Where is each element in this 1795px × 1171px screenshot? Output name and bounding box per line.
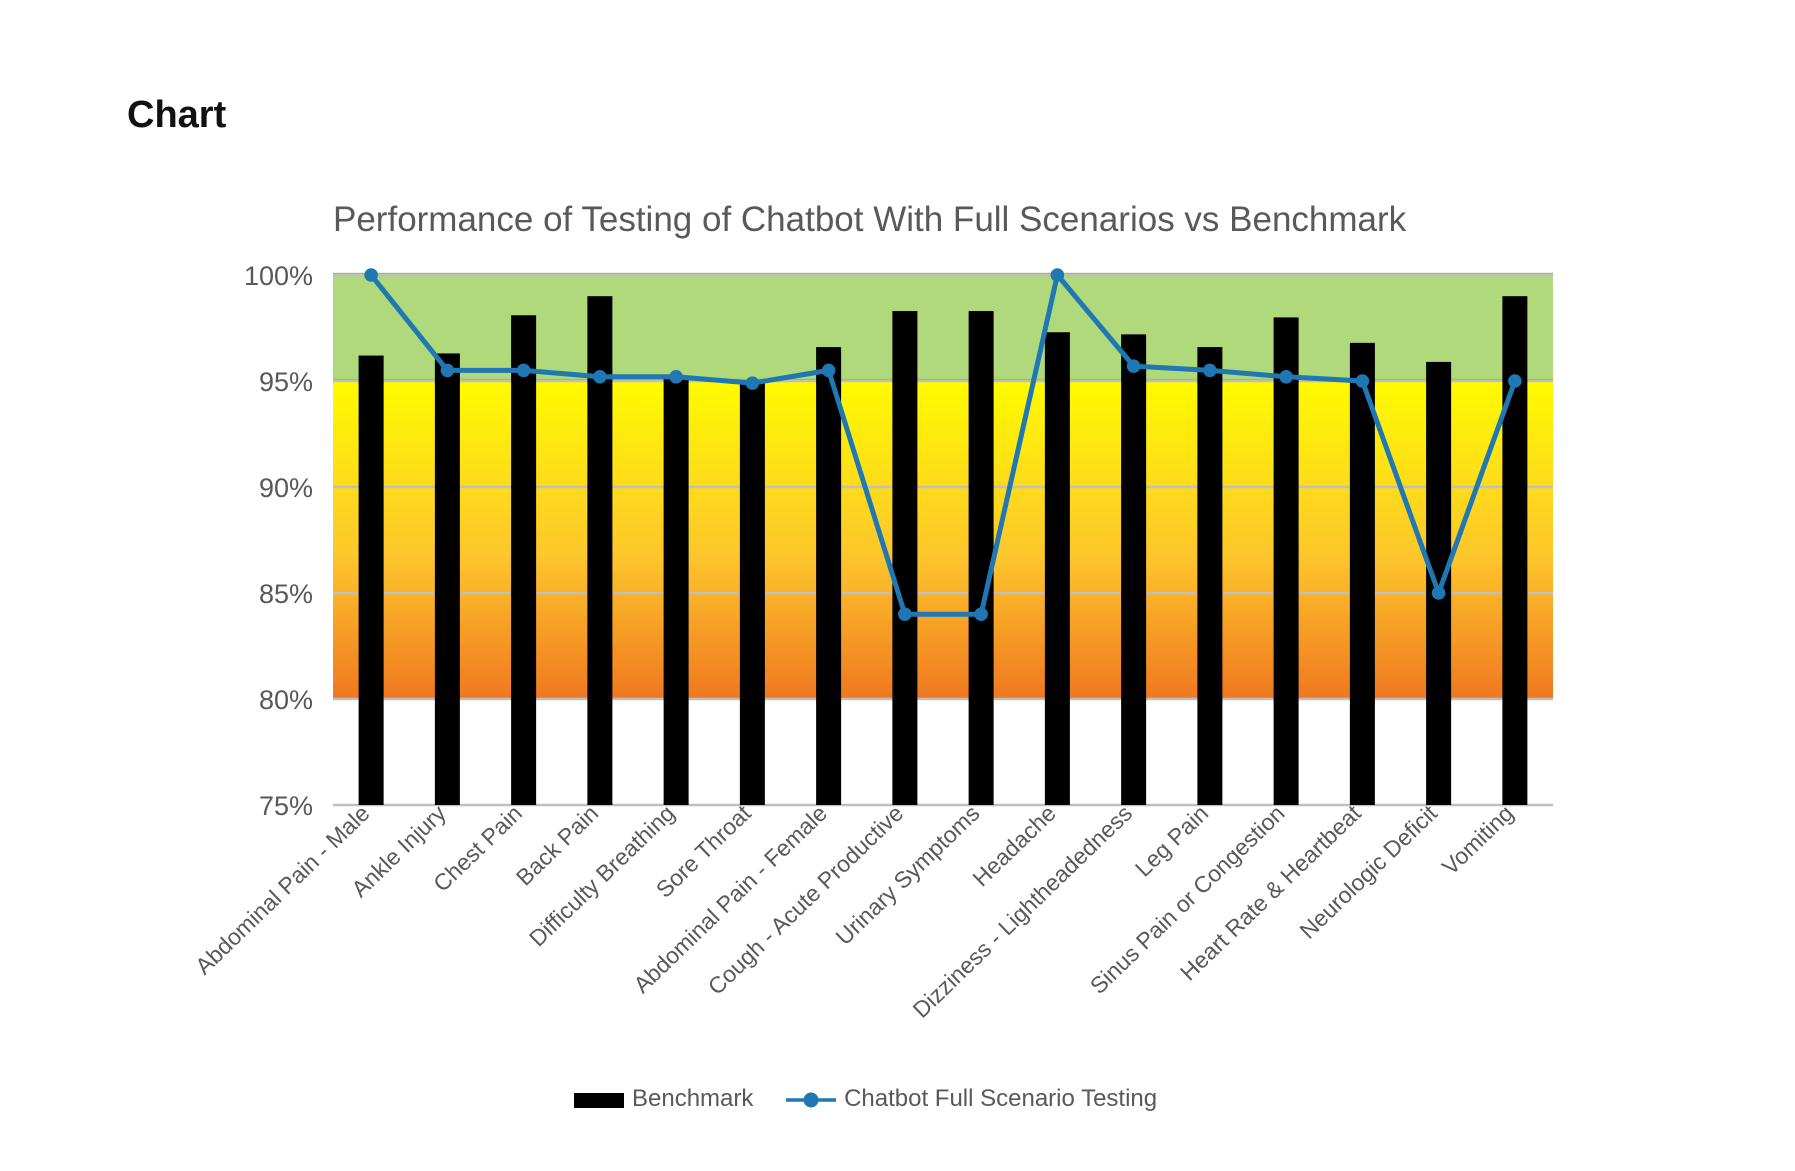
svg-text:100%: 100% [244,261,313,291]
svg-text:90%: 90% [259,473,313,503]
svg-text:85%: 85% [259,579,313,609]
svg-text:95%: 95% [259,367,313,397]
svg-text:Difficulty Breathing: Difficulty Breathing [524,800,680,952]
svg-text:75%: 75% [259,791,313,821]
svg-text:80%: 80% [259,685,313,715]
svg-text:Abdominal Pain - Male: Abdominal Pain - Male [190,800,375,979]
svg-text:Urinary Symptoms: Urinary Symptoms [830,800,984,950]
svg-text:Vomiting: Vomiting [1437,800,1519,880]
svg-text:Neurologic Deficit: Neurologic Deficit [1294,799,1442,943]
